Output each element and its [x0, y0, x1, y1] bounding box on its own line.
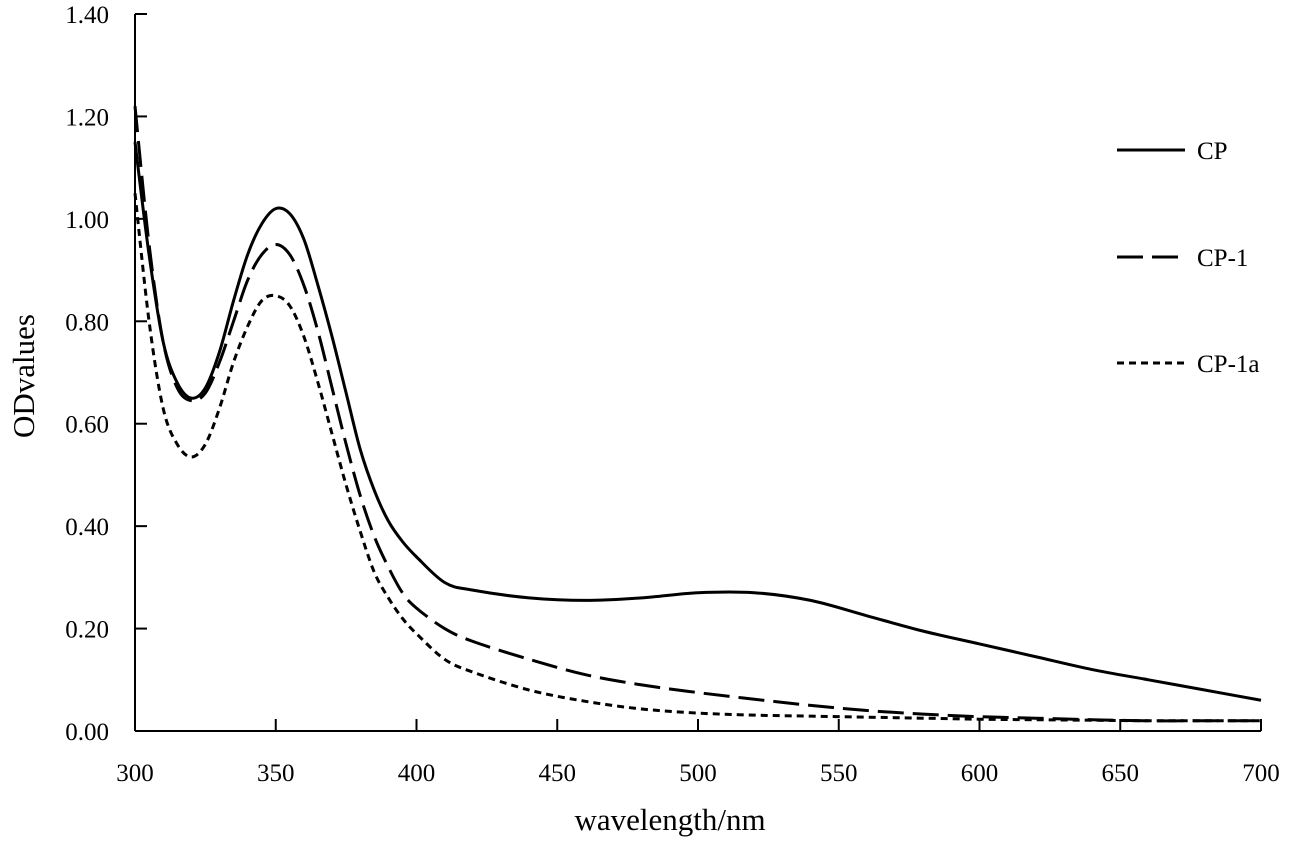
legend: CP CP-1 CP-1a [1117, 138, 1260, 378]
y-tick-label: 1.40 [65, 2, 109, 29]
x-axis-title: wavelength/nm [574, 802, 765, 837]
y-tick-label: 0.60 [65, 412, 109, 439]
legend-label-cp-1a: CP-1a [1197, 351, 1260, 378]
y-tick-label: 1.20 [65, 104, 109, 131]
y-tick-label: 0.40 [65, 514, 109, 541]
y-tick-label: 0.20 [65, 617, 109, 644]
legend-label-cp-1: CP-1 [1197, 245, 1248, 272]
x-tick-label: 300 [116, 760, 154, 787]
x-tick-label: 600 [961, 760, 999, 787]
x-tick-label: 550 [820, 760, 858, 787]
y-axis-title: ODvalues [6, 314, 41, 438]
legend-label-cp: CP [1197, 138, 1228, 165]
x-tick-label: 500 [679, 760, 717, 787]
series-line-cp-1 [133, 106, 1261, 723]
x-tick-label: 700 [1242, 760, 1280, 787]
y-tick-label: 0.80 [65, 309, 109, 336]
x-tick-label: 400 [398, 760, 436, 787]
y-tick-label: 1.00 [65, 207, 109, 234]
plot-area [133, 106, 1262, 723]
series-line-cp [133, 141, 1262, 702]
series-line-cp-1a [133, 193, 1261, 723]
y-tick-label: 0.00 [65, 719, 109, 746]
x-tick-label: 650 [1102, 760, 1140, 787]
x-tick-label: 350 [257, 760, 295, 787]
x-tick-label: 450 [539, 760, 577, 787]
